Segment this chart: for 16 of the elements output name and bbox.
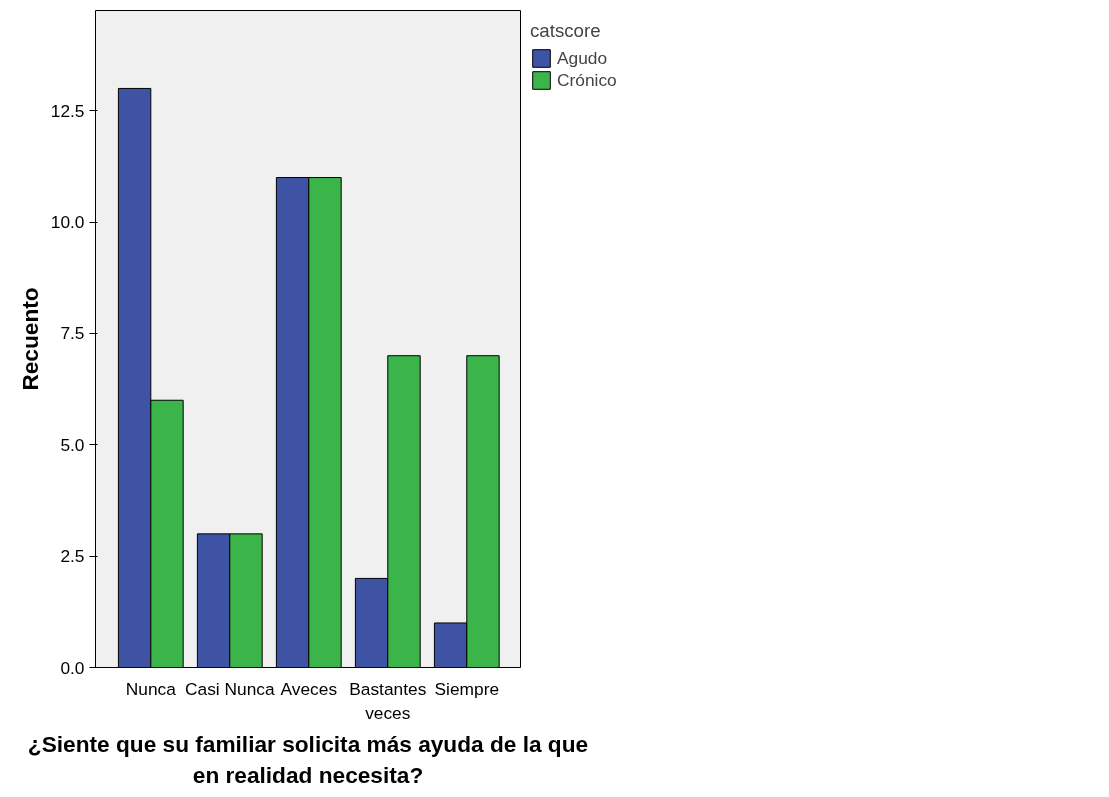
- x-tick-label: Siempre: [434, 678, 500, 699]
- legend-label: Crónico: [557, 69, 617, 91]
- legend-label: Agudo: [557, 47, 608, 69]
- legend-title: catscore: [530, 20, 602, 42]
- y-tick-label: 5.0: [60, 434, 85, 455]
- y-tick-label: 2.5: [60, 546, 85, 567]
- y-tick-label: 12.5: [50, 100, 85, 121]
- y-tick-label: 10.0: [50, 212, 85, 233]
- x-tick-label: Bastantes veces: [349, 678, 427, 723]
- x-axis-title: ¿Siente que su familiar solicita más ayuda de la que en realidad necesita?: [27, 730, 589, 788]
- x-tick-label: Aveces: [280, 678, 338, 699]
- x-tick-label: Casi Nunca: [185, 678, 275, 699]
- y-tick-label: 0.0: [60, 657, 85, 678]
- y-tick-label: 7.5: [60, 323, 85, 344]
- x-tick-label: Nunca: [125, 678, 177, 699]
- y-axis-title: Recuento: [16, 287, 43, 391]
